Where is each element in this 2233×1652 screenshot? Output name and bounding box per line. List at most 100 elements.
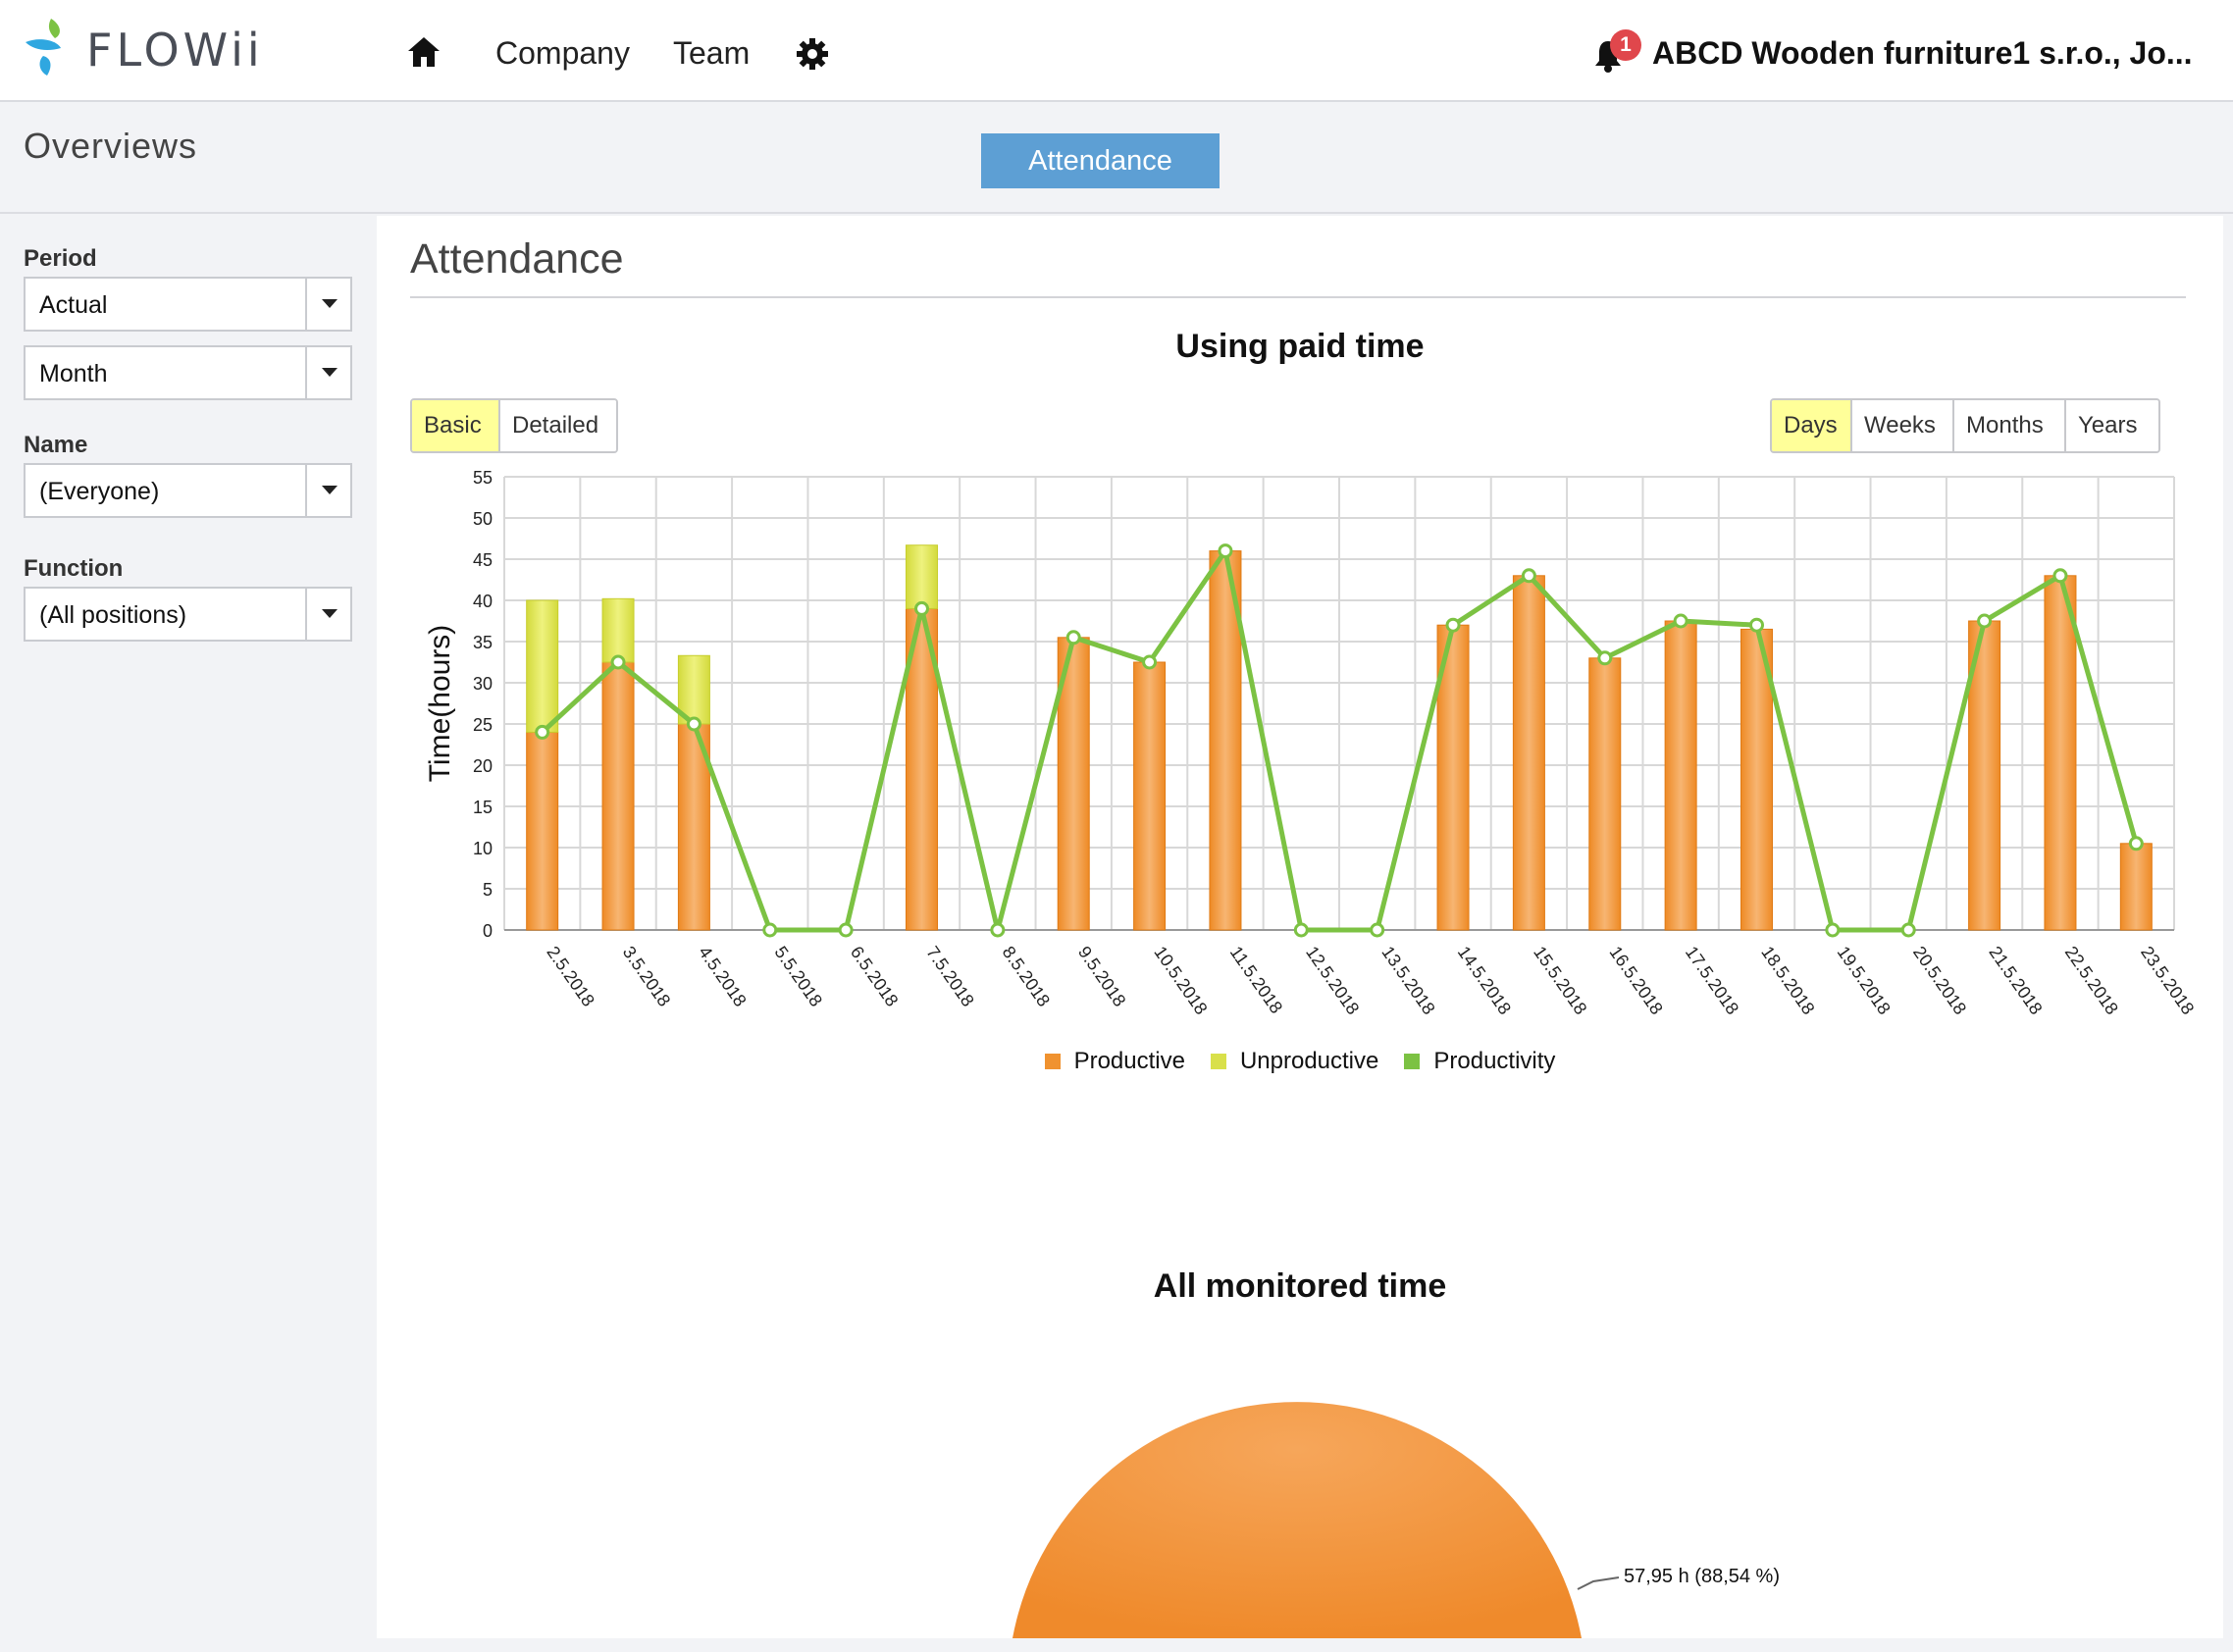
bar-productive xyxy=(601,661,635,931)
function-select[interactable]: (All positions) xyxy=(24,587,352,642)
y-tick-label: 5 xyxy=(483,880,493,900)
x-tick-label: 17.5.2018 xyxy=(1682,943,1742,1018)
period-label: Period xyxy=(24,245,97,272)
x-tick-label: 23.5.2018 xyxy=(2137,943,2198,1018)
function-dropdown-button[interactable] xyxy=(305,589,350,640)
x-tick-label: 7.5.2018 xyxy=(922,943,978,1010)
main-panel: Attendance Using paid time Basic Detaile… xyxy=(377,216,2223,1638)
bar-productive xyxy=(1133,661,1167,931)
view-basic-button[interactable]: Basic xyxy=(412,400,500,451)
bar-productive xyxy=(2044,575,2077,931)
company-account-name[interactable]: ABCD Wooden furniture1 s.r.o., Jo... xyxy=(1652,35,2193,71)
period-select[interactable]: Actual xyxy=(24,277,352,332)
y-tick-label: 30 xyxy=(473,674,493,694)
nav-company[interactable]: Company xyxy=(495,35,630,71)
period-dropdown-button[interactable] xyxy=(305,279,350,330)
bar-unproductive xyxy=(526,599,559,733)
productivity-point xyxy=(1825,922,1841,938)
bar-productive xyxy=(1740,628,1773,931)
x-tick-label: 14.5.2018 xyxy=(1454,943,1515,1018)
y-tick-label: 20 xyxy=(473,756,493,776)
x-tick-label: 9.5.2018 xyxy=(1074,943,1130,1010)
pie-slice-productive xyxy=(1013,1402,1582,1638)
productivity-point xyxy=(1597,650,1613,666)
legend-label-unproductive: Unproductive xyxy=(1239,1048,1379,1074)
legend-label-productivity: Productivity xyxy=(1433,1048,1556,1074)
x-tick-label: 16.5.2018 xyxy=(1605,943,1666,1018)
productivity-point xyxy=(762,922,778,938)
x-tick-label: 8.5.2018 xyxy=(999,943,1055,1010)
caret-down-icon xyxy=(322,609,338,618)
y-tick-label: 45 xyxy=(473,550,493,570)
tab-attendance[interactable]: Attendance xyxy=(981,133,1220,188)
caret-down-icon xyxy=(322,368,338,377)
productivity-point xyxy=(610,654,626,670)
main-title: Attendance xyxy=(410,235,624,283)
name-dropdown-button[interactable] xyxy=(305,465,350,516)
legend-productivity[interactable]: Productivity xyxy=(1404,1048,1555,1075)
productivity-point xyxy=(2052,568,2068,584)
period-select-value: Actual xyxy=(39,291,108,319)
productivity-point xyxy=(1521,568,1536,584)
productivity-point xyxy=(1370,922,1385,938)
bar-unproductive xyxy=(906,544,938,609)
logo[interactable]: FLOWii xyxy=(22,18,264,82)
name-select[interactable]: (Everyone) xyxy=(24,463,352,518)
x-tick-label: 22.5.2018 xyxy=(2061,943,2122,1018)
caret-down-icon xyxy=(322,486,338,494)
legend-productive[interactable]: Productive xyxy=(1044,1048,1185,1075)
period-months-button[interactable]: Months xyxy=(1954,400,2066,451)
productivity-line xyxy=(540,548,2139,933)
page-section-title: Overviews xyxy=(24,126,198,166)
x-tick-label: 21.5.2018 xyxy=(1985,943,2046,1018)
productivity-point xyxy=(1065,630,1081,645)
name-select-value: (Everyone) xyxy=(39,478,160,505)
productivity-point xyxy=(1142,654,1158,670)
bar-productive xyxy=(526,731,559,931)
name-label: Name xyxy=(24,432,88,458)
x-tick-label: 4.5.2018 xyxy=(695,943,751,1010)
productivity-point xyxy=(2128,836,2144,852)
productivity-point xyxy=(1900,922,1916,938)
productivity-point xyxy=(686,716,701,732)
x-tick-label: 18.5.2018 xyxy=(1757,943,1818,1018)
x-tick-label: 2.5.2018 xyxy=(543,943,598,1010)
chart-title-monitored-time: All monitored time xyxy=(1153,1267,1447,1305)
chart-title-paid-time: Using paid time xyxy=(1175,328,1425,365)
view-detailed-button[interactable]: Detailed xyxy=(500,400,616,451)
productivity-point xyxy=(1293,922,1309,938)
notification-badge[interactable]: 1 xyxy=(1610,29,1641,61)
title-divider xyxy=(410,296,2186,298)
range-select-value: Month xyxy=(39,360,108,387)
legend-unproductive[interactable]: Unproductive xyxy=(1210,1048,1379,1075)
gear-icon[interactable] xyxy=(796,37,829,71)
function-select-value: (All positions) xyxy=(39,601,187,629)
bar-productive xyxy=(1512,575,1545,931)
nav-team[interactable]: Team xyxy=(673,35,751,71)
x-tick-label: 10.5.2018 xyxy=(1150,943,1211,1018)
productivity-point xyxy=(1673,613,1688,629)
productivity-point xyxy=(838,922,854,938)
period-weeks-button[interactable]: Weeks xyxy=(1852,400,1954,451)
range-select[interactable]: Month xyxy=(24,345,352,400)
period-years-button[interactable]: Years xyxy=(2066,400,2158,451)
productivity-point xyxy=(990,922,1006,938)
legend-swatch-productivity xyxy=(1404,1054,1421,1069)
flowii-logo-icon xyxy=(26,19,61,76)
y-tick-label: 10 xyxy=(473,839,493,858)
range-dropdown-button[interactable] xyxy=(305,347,350,398)
x-tick-label: 15.5.2018 xyxy=(1530,943,1590,1018)
x-tick-label: 13.5.2018 xyxy=(1377,943,1438,1018)
caret-down-icon xyxy=(322,299,338,308)
subheader: Overviews Attendance xyxy=(0,104,2233,214)
productivity-point xyxy=(1218,543,1233,559)
y-tick-label: 55 xyxy=(473,468,493,488)
home-icon[interactable] xyxy=(406,35,441,69)
y-tick-label: 15 xyxy=(473,798,493,817)
pie-label-connector xyxy=(1577,1576,1620,1590)
bar-unproductive xyxy=(601,597,635,663)
productivity-point xyxy=(914,600,929,616)
legend-swatch-unproductive xyxy=(1210,1054,1226,1069)
period-days-button[interactable]: Days xyxy=(1772,400,1852,451)
x-tick-label: 3.5.2018 xyxy=(619,943,675,1010)
